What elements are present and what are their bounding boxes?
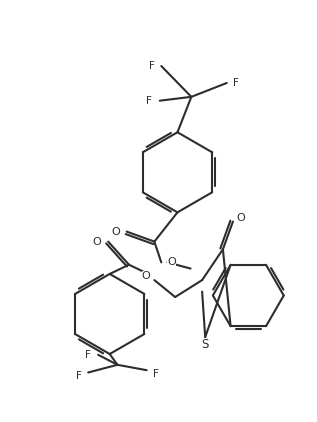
Text: O: O (93, 237, 101, 246)
Text: F: F (85, 350, 90, 360)
Text: O: O (167, 257, 176, 268)
Text: S: S (202, 338, 209, 351)
Text: F: F (146, 96, 152, 106)
Text: F: F (149, 61, 155, 71)
Text: O: O (111, 227, 120, 237)
Text: F: F (153, 369, 159, 379)
Text: O: O (142, 271, 151, 281)
Text: F: F (76, 371, 82, 381)
Text: O: O (237, 213, 246, 223)
Text: F: F (233, 78, 239, 88)
